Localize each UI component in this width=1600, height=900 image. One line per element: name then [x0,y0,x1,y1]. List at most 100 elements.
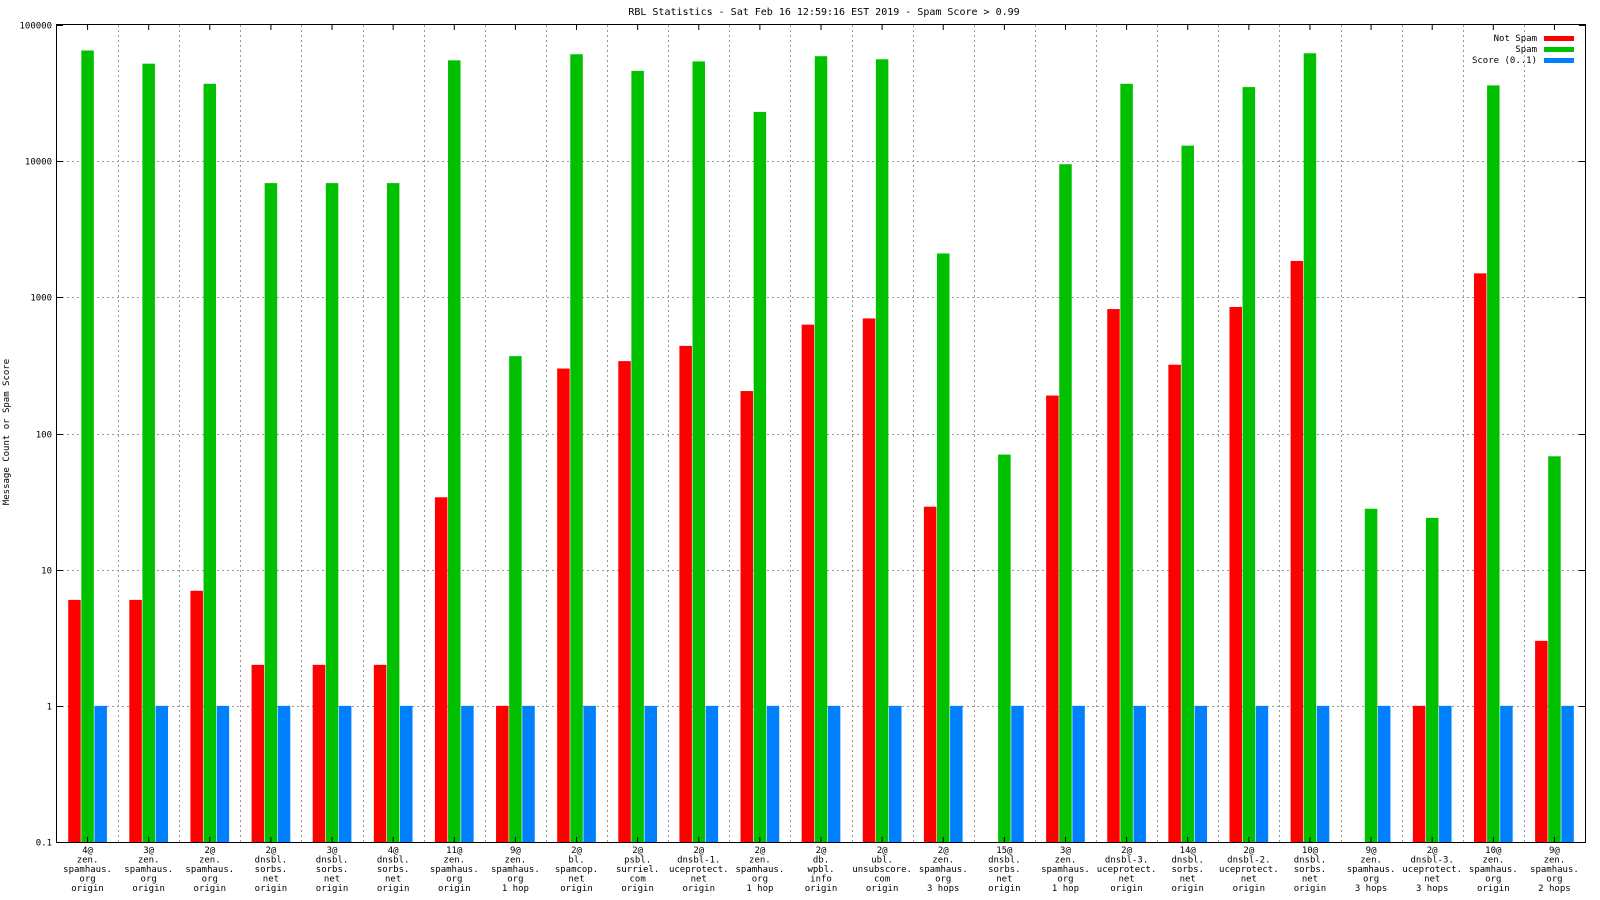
x-category-label: dnsbl. [988,856,1021,866]
bars [68,50,1574,843]
x-category-label: net [1302,875,1318,885]
spam-bar [81,50,94,842]
x-category-label: com [630,875,646,885]
x-category-label: zen. [77,856,99,866]
x-category-label: info [810,875,832,885]
x-category-label: origin [1171,884,1204,894]
x-category-label: zen. [505,856,527,866]
x-category-label: org [1485,875,1501,885]
spam-bar [386,183,400,842]
spam-bar [1487,85,1500,842]
x-category-label: org [507,875,523,885]
x-category-label: sorbs. [988,865,1021,875]
not-spam-bar [557,368,570,842]
score-bar [1133,705,1146,842]
x-category-label: origin [255,884,288,894]
spam-bar [1303,53,1317,842]
x-category-label: 2@ [1427,846,1438,856]
x-category-label: zen. [1360,856,1382,866]
not-spam-bar [496,705,509,842]
not-spam-bar [801,324,815,842]
x-category-label: dnsbl-3. [1411,856,1454,866]
x-category-label: net [324,875,340,885]
x-category-label: zen. [932,856,954,866]
score-bar [644,705,657,842]
x-category-label: uceprotect. [1097,865,1157,875]
spam-bar [692,61,706,843]
x-category-label: spamhaus. [124,865,173,875]
x-category-label: spamhaus. [1530,865,1579,875]
spam-bar [1059,164,1072,843]
y-tick-label: 0.1 [36,839,52,849]
x-category-label: 10@ [1302,846,1319,856]
x-category-label: origin [132,884,165,894]
x-category-label: 14@ [1180,846,1197,856]
spam-bar [1181,145,1194,843]
score-bar [705,705,719,842]
x-category-label: origin [866,884,899,894]
x-category-label: com [874,875,890,885]
score-bar [1439,705,1452,842]
x-category-label: org [935,875,951,885]
x-category-label: dnsbl. [1171,856,1204,866]
score-bar [583,705,596,842]
x-category-label: uceprotect. [1402,865,1462,875]
x-category-label: dnsbl-1. [677,856,720,866]
x-category-label: net [1424,875,1440,885]
plot-border [56,24,1586,843]
x-category-label: zen. [138,856,160,866]
x-category-label: 2@ [571,846,582,856]
y-axis-label: Message Count or Spam Score [2,359,12,505]
x-category-label: 1 hop [1052,884,1079,894]
score-bar [1377,705,1391,842]
x-category-label: uceprotect. [1219,865,1279,875]
x-category-label: net [691,875,707,885]
x-category-label: sorbs. [1171,865,1204,875]
legend-label: Score (0..1) [1472,56,1537,66]
x-category-label: spamhaus. [1041,865,1090,875]
spam-bar [448,60,461,843]
x-category-label: origin [805,884,838,894]
x-category-label: zen. [443,856,465,866]
spam-bar [142,63,155,842]
x-category-label: uceprotect. [669,865,729,875]
x-category-label: org [79,875,95,885]
x-category-label: 3 hops [1416,884,1449,894]
x-category-label: sorbs. [1294,865,1327,875]
x-category-label: org [141,875,157,885]
spam-bar [875,59,889,843]
x-category-label: net [1180,875,1196,885]
score-bar [522,705,535,842]
not-spam-bar [434,497,448,842]
x-category-label: dnsbl. [377,856,410,866]
not-spam-bar [923,506,937,842]
x-category-label: dnsbl-3. [1105,856,1148,866]
x-category-label: 2@ [1121,846,1132,856]
x-category-label: spamhaus. [185,865,234,875]
x-category-label: zen. [1544,856,1566,866]
x-category-label: origin [1233,884,1266,894]
not-spam-bar [618,361,631,842]
x-category-label: net [385,875,401,885]
x-category-label: org [1363,875,1379,885]
x-category-label: zen. [199,856,221,866]
x-category-label: 10@ [1485,846,1502,856]
not-spam-bar [862,318,876,843]
x-category-label: ubl. [871,856,893,866]
x-category-label: 2@ [816,846,827,856]
not-spam-bar [1168,364,1181,842]
x-category-label: 4@ [82,846,93,856]
not-spam-bar [190,590,203,842]
not-spam-bar [129,599,142,842]
score-bar [950,705,963,842]
x-category-label: org [1546,875,1562,885]
x-category-label: spamhaus. [63,865,112,875]
x-category-label: sorbs. [377,865,410,875]
score-bar [1011,705,1024,842]
x-category-label: net [263,875,279,885]
not-spam-bar [679,345,692,842]
score-bar [155,705,169,842]
y-tick-label: 1000 [30,294,52,304]
spam-bar [814,56,828,842]
